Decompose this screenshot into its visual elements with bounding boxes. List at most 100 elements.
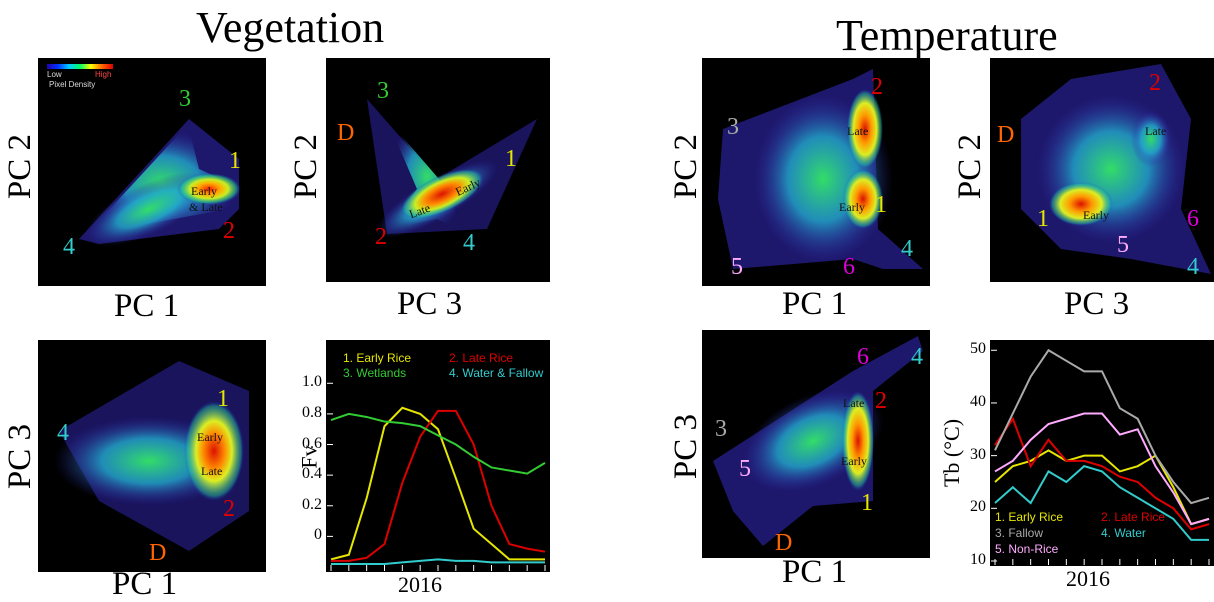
label-D: D <box>337 120 355 146</box>
label-D: D <box>775 530 793 556</box>
label-D: D <box>149 540 167 566</box>
label-late: Late <box>847 124 869 138</box>
series-line-2 <box>994 416 1210 531</box>
label-early: Early <box>197 430 223 444</box>
label-6: 6 <box>1187 206 1199 232</box>
y-tick-label: 10 <box>970 551 986 568</box>
veg-pc1-pc2-density <box>79 119 241 247</box>
temp-pc3-pc2-scatter: D 2 1 6 5 4 Late Early <box>990 58 1214 282</box>
fv-line-chart: 1. Early Rice 2. Late Rice 3. Wetlands 4… <box>326 340 550 572</box>
label-3: 3 <box>715 416 727 442</box>
series-line-3 <box>994 348 1210 505</box>
series-line-2 <box>331 409 546 562</box>
temp-pc3-pc2-xlabel: PC 3 <box>1064 286 1130 322</box>
y-tick-label: 0.6 <box>302 434 322 452</box>
label-4: 4 <box>463 230 475 256</box>
label-2: 2 <box>375 224 387 250</box>
temperature-title: Temperature <box>836 11 1058 60</box>
fv-chart-xlabel: 2016 <box>398 572 442 597</box>
temp-pc1-pc3-scatter: 3 6 4 2 5 1 D Late Early <box>702 330 930 558</box>
veg-pc3-pc2-scatter: 3 D 1 2 4 Late Early <box>326 58 550 282</box>
label-early: Early <box>191 184 217 198</box>
label-3: 3 <box>727 114 739 140</box>
label-early: Early <box>1083 208 1109 222</box>
series-line-4 <box>331 558 545 565</box>
label-2: 2 <box>223 496 235 522</box>
label-1: 1 <box>229 148 241 174</box>
temp-pc1-pc2-density <box>718 69 923 269</box>
tb-line-chart: 1. Early Rice 2. Late Rice 3. Fallow 4. … <box>990 340 1214 566</box>
temp-pc3-pc2-density <box>1021 64 1211 274</box>
veg-pc3-pc2-xlabel: PC 3 <box>397 286 463 322</box>
label-1: 1 <box>861 490 873 516</box>
veg-pc1-pc3-density <box>54 361 249 551</box>
series-line-3 <box>330 412 546 475</box>
legend-early-rice: 1. Early Rice <box>343 351 412 365</box>
label-6: 6 <box>857 344 869 370</box>
label-4: 4 <box>1187 254 1199 280</box>
veg-pc1-pc3-xlabel: PC 1 <box>112 566 178 602</box>
label-1: 1 <box>217 386 229 412</box>
veg-pc1-pc2-ylabel: PC 2 <box>2 133 39 200</box>
legend-late-rice: 2. Late Rice <box>1101 510 1166 524</box>
label-5: 5 <box>731 254 743 280</box>
veg-pc3-pc2-ylabel: PC 2 <box>288 133 325 200</box>
series-line-4 <box>994 465 1209 541</box>
colorbar-caption: Pixel Density <box>49 80 96 89</box>
label-4: 4 <box>63 234 75 260</box>
label-5: 5 <box>739 456 751 482</box>
series-line-5 <box>994 412 1210 526</box>
series-line-1 <box>994 449 1210 526</box>
temp-pc1-pc2-xlabel: PC 1 <box>782 286 848 322</box>
veg-pc1-pc3-ylabel: PC 3 <box>2 423 39 490</box>
veg-pc1-pc2-scatter: Low High Pixel Density 3 1 2 4 Early & L… <box>38 58 266 286</box>
legend-water-fallow: 4. Water & Fallow <box>449 366 544 380</box>
y-tick-label: 50 <box>970 340 986 358</box>
label-1: 1 <box>505 146 517 172</box>
label-2: 2 <box>223 218 235 244</box>
y-tick-label: 1.0 <box>302 373 322 391</box>
label-5: 5 <box>1117 232 1129 258</box>
vegetation-title: Vegetation <box>196 3 385 52</box>
temp-pc1-pc2-ylabel: PC 2 <box>668 133 705 200</box>
y-tick-label: 0.2 <box>302 495 322 513</box>
veg-pc1-pc2-xlabel: PC 1 <box>114 288 180 324</box>
y-tick-label: 30 <box>970 445 986 463</box>
label-D: D <box>997 122 1015 148</box>
tb-chart-yticks: 10 20 30 40 50 <box>956 340 988 568</box>
temp-pc1-pc3-density <box>713 336 923 546</box>
label-4: 4 <box>901 236 913 262</box>
fv-chart-svg <box>327 382 546 571</box>
label-1: 1 <box>1037 206 1049 232</box>
legend-early-rice: 1. Early Rice <box>995 510 1064 524</box>
temp-pc3-pc2-ylabel: PC 2 <box>952 133 989 200</box>
label-late: Late <box>201 464 223 478</box>
temp-pc1-pc3-ylabel: PC 3 <box>668 413 705 480</box>
label-early: Early <box>839 200 865 214</box>
label-late: Late <box>1145 124 1167 138</box>
colorbar-high-label: High <box>95 70 112 79</box>
legend-water: 4. Water <box>1101 526 1146 540</box>
y-tick-label: 20 <box>970 498 986 516</box>
label-4: 4 <box>911 344 923 370</box>
colorbar-low-label: Low <box>47 70 62 79</box>
label-1: 1 <box>875 192 887 218</box>
legend-non-rice: 5. Non-Rice <box>995 542 1059 556</box>
temp-pc1-pc2-scatter: 3 2 1 6 4 5 Late Early <box>702 58 930 286</box>
legend-late-rice: 2. Late Rice <box>449 351 514 365</box>
tb-chart-svg <box>991 348 1210 565</box>
label-early: Early <box>841 454 867 468</box>
y-tick-label: 0 <box>314 526 322 544</box>
colorbar <box>47 64 113 69</box>
label-late: Late <box>843 396 865 410</box>
y-tick-label: 40 <box>970 392 986 410</box>
label-4: 4 <box>57 420 69 446</box>
veg-pc1-pc3-scatter: 4 1 2 D Early Late <box>38 340 266 572</box>
veg-pc3-pc2-density <box>367 99 537 239</box>
legend-wetlands: 3. Wetlands <box>343 366 407 380</box>
tb-chart-xlabel: 2016 <box>1066 566 1110 591</box>
label-6: 6 <box>843 254 855 280</box>
label-2: 2 <box>871 74 883 100</box>
fv-chart-yticks: 0 0.2 0.4 0.6 0.8 1.0 <box>292 340 324 570</box>
y-tick-label: 0.8 <box>302 403 322 421</box>
